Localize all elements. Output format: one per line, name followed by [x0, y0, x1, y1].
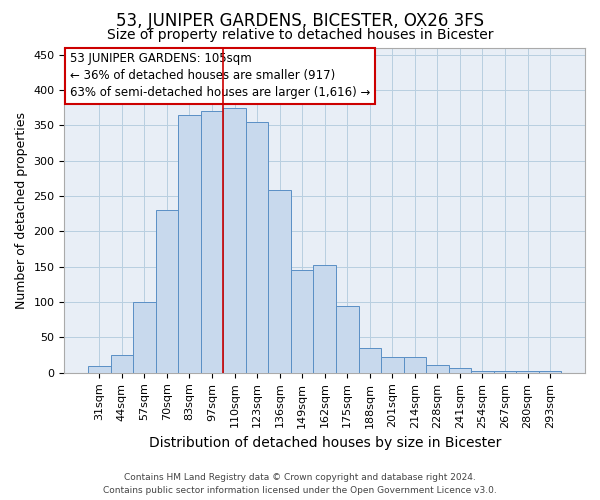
Bar — [178, 114, 201, 373]
Bar — [313, 264, 336, 373]
Text: 53 JUNIPER GARDENS: 105sqm
← 36% of detached houses are smaller (917)
63% of sem: 53 JUNIPER GARDENS: 105sqm ← 36% of deta… — [70, 52, 370, 100]
Bar — [223, 108, 246, 373]
Bar — [471, 370, 494, 373]
Text: Contains HM Land Registry data © Crown copyright and database right 2024.
Contai: Contains HM Land Registry data © Crown c… — [103, 474, 497, 495]
Bar — [246, 122, 268, 373]
Bar — [381, 358, 404, 373]
Text: Size of property relative to detached houses in Bicester: Size of property relative to detached ho… — [107, 28, 493, 42]
Y-axis label: Number of detached properties: Number of detached properties — [15, 112, 28, 308]
X-axis label: Distribution of detached houses by size in Bicester: Distribution of detached houses by size … — [149, 436, 501, 450]
Bar — [494, 370, 516, 373]
Bar — [155, 210, 178, 373]
Bar — [449, 368, 471, 373]
Bar — [110, 355, 133, 373]
Text: 53, JUNIPER GARDENS, BICESTER, OX26 3FS: 53, JUNIPER GARDENS, BICESTER, OX26 3FS — [116, 12, 484, 30]
Bar — [133, 302, 155, 373]
Bar — [539, 372, 562, 373]
Bar — [268, 190, 291, 373]
Bar — [426, 365, 449, 373]
Bar — [88, 366, 110, 373]
Bar — [404, 358, 426, 373]
Bar — [336, 306, 359, 373]
Bar — [291, 270, 313, 373]
Bar — [201, 111, 223, 373]
Bar — [516, 372, 539, 373]
Bar — [359, 348, 381, 373]
